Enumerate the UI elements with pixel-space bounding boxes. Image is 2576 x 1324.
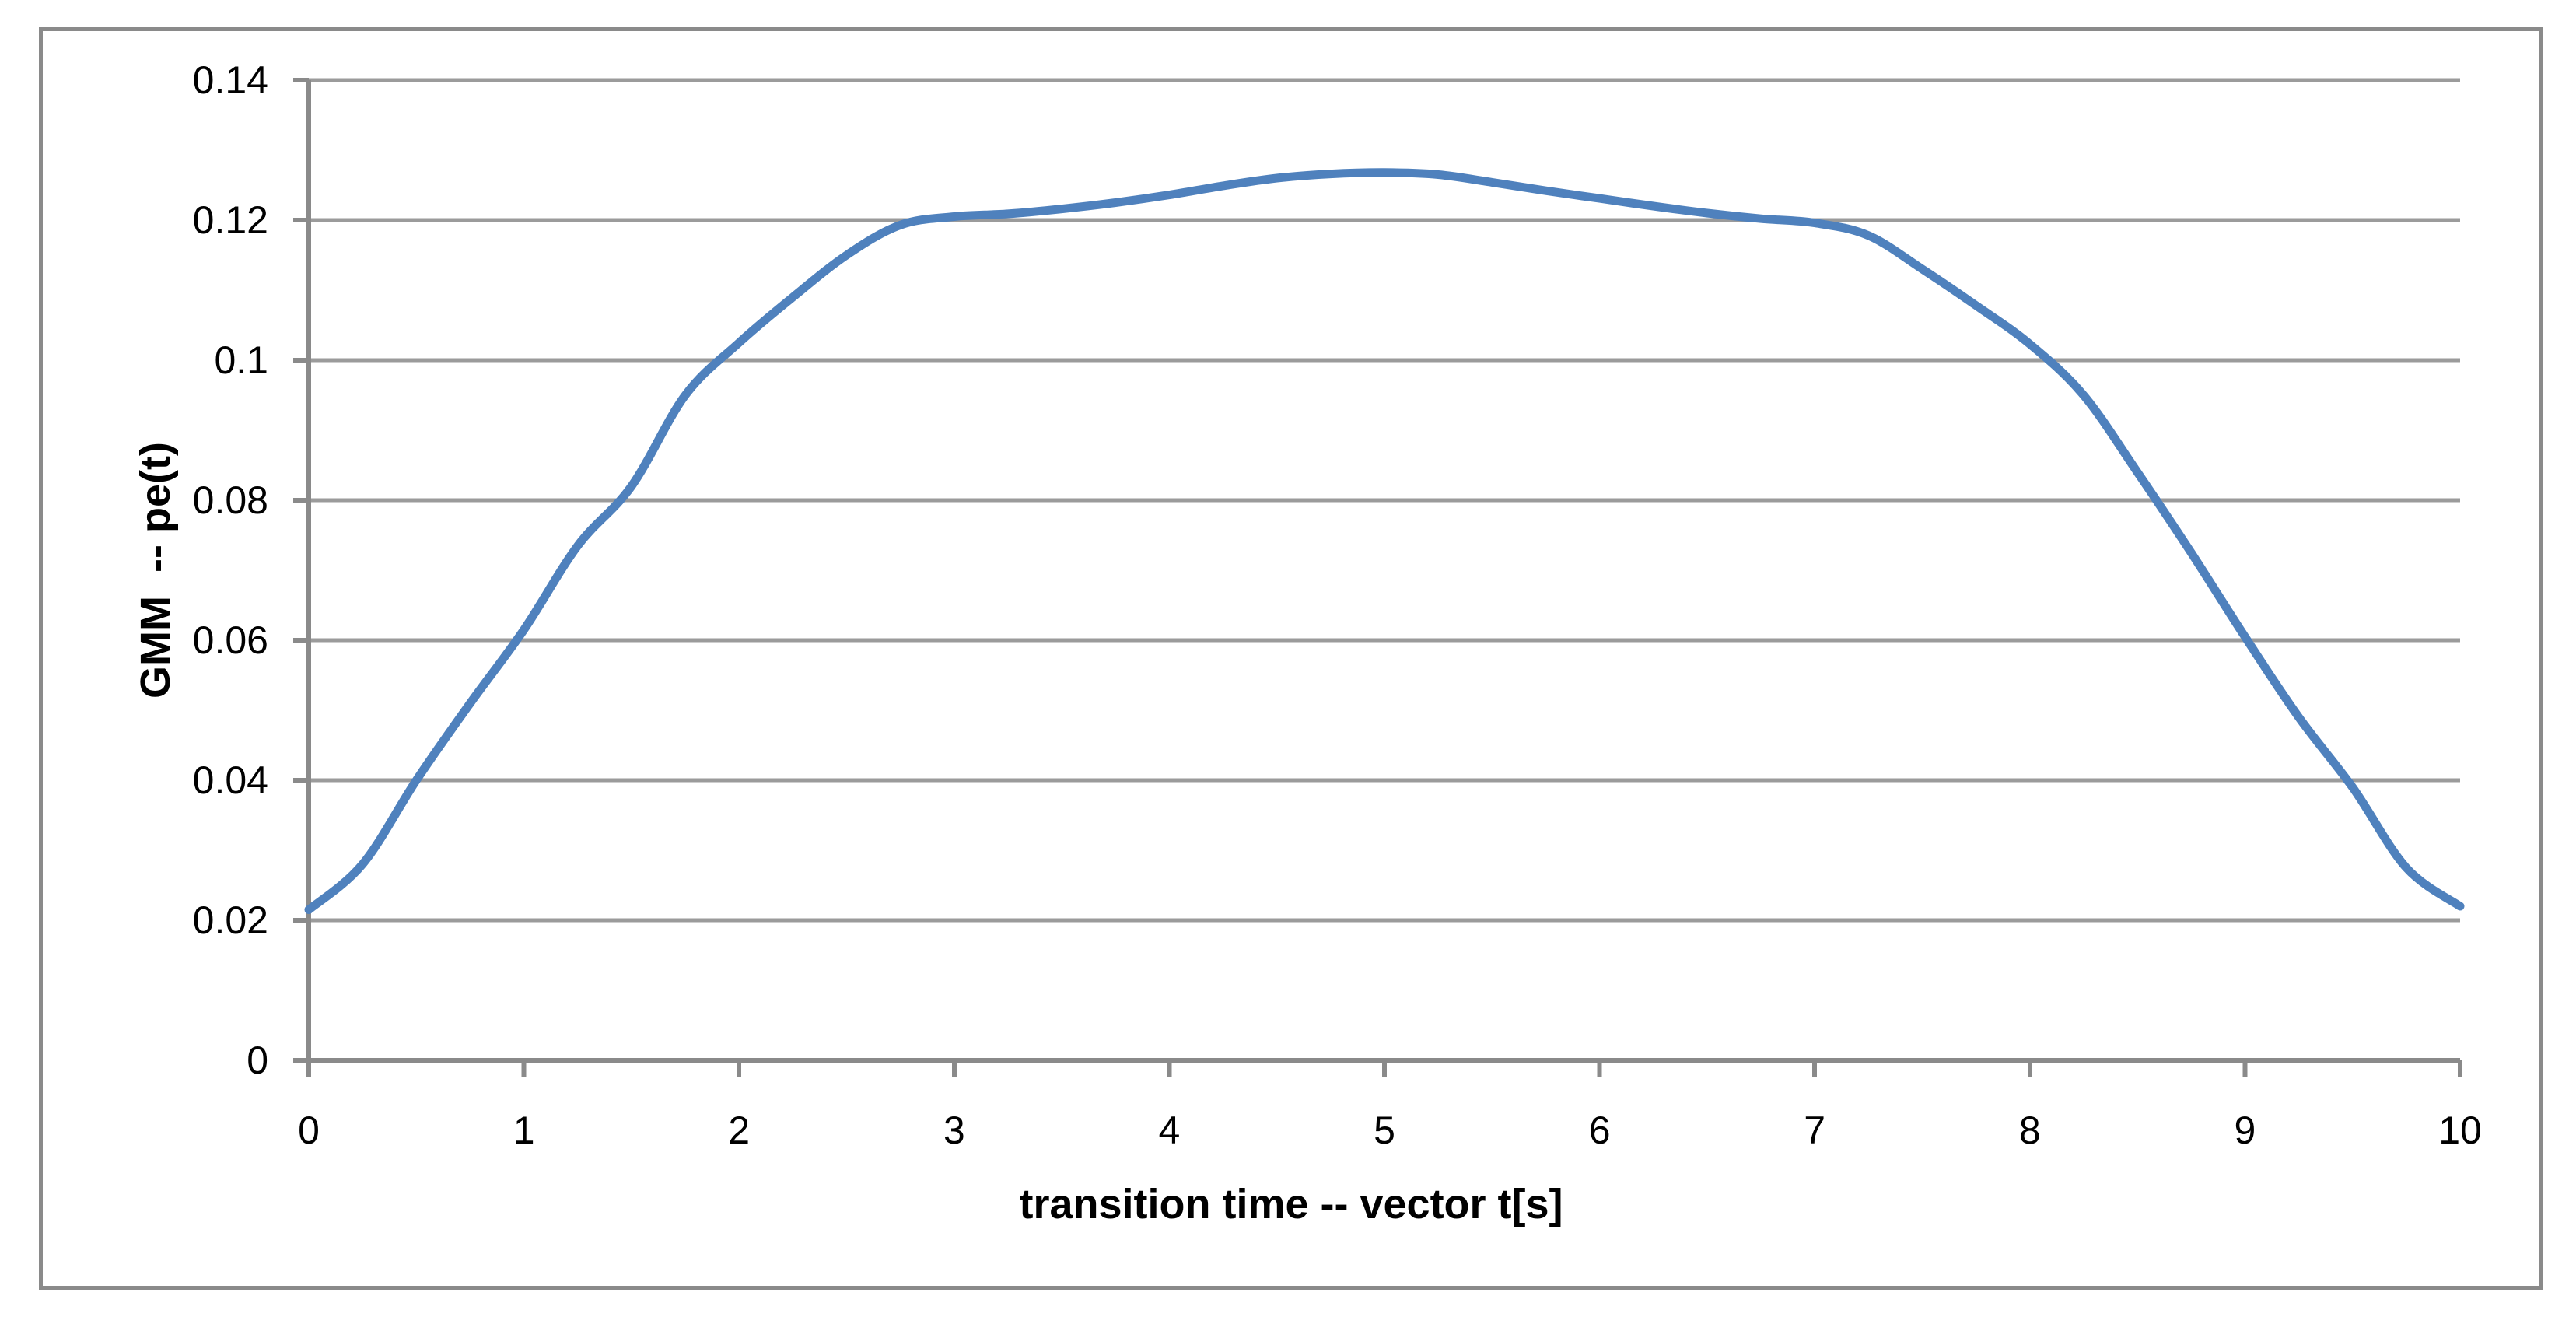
x-tick-label: 7 xyxy=(1804,1109,1826,1152)
y-tick-label: 0.02 xyxy=(192,898,268,942)
y-tick-label: 0.12 xyxy=(192,198,268,242)
x-tick-label: 6 xyxy=(1588,1109,1611,1152)
series-line xyxy=(304,168,2465,914)
axes xyxy=(306,80,2460,1063)
gridlines xyxy=(309,78,2460,923)
x-tick-label: 1 xyxy=(513,1109,535,1152)
x-tick-label: 2 xyxy=(728,1109,751,1152)
chart-border xyxy=(39,27,2543,1290)
x-tick-label: 8 xyxy=(2018,1109,2041,1152)
y-tick-label: 0.14 xyxy=(192,58,268,102)
y-tick-label: 0.08 xyxy=(192,478,268,522)
y-tick-label: 0.04 xyxy=(192,758,268,802)
x-tick-label: 3 xyxy=(943,1109,965,1152)
tick-marks xyxy=(293,78,2462,1077)
x-tick-label: 4 xyxy=(1158,1109,1181,1152)
x-tick-label: 10 xyxy=(2438,1109,2482,1152)
y-tick-label: 0 xyxy=(247,1039,268,1082)
x-tick-label: 0 xyxy=(298,1109,320,1152)
x-tick-label: 9 xyxy=(2234,1109,2256,1152)
y-axis-title: GMM -- pe(t) xyxy=(132,442,179,699)
y-tick-label: 0.06 xyxy=(192,618,268,662)
y-tick-label: 0.1 xyxy=(214,338,268,382)
x-tick-label: 5 xyxy=(1374,1109,1395,1152)
x-axis-title: transition time -- vector t[s] xyxy=(1019,1181,1563,1228)
